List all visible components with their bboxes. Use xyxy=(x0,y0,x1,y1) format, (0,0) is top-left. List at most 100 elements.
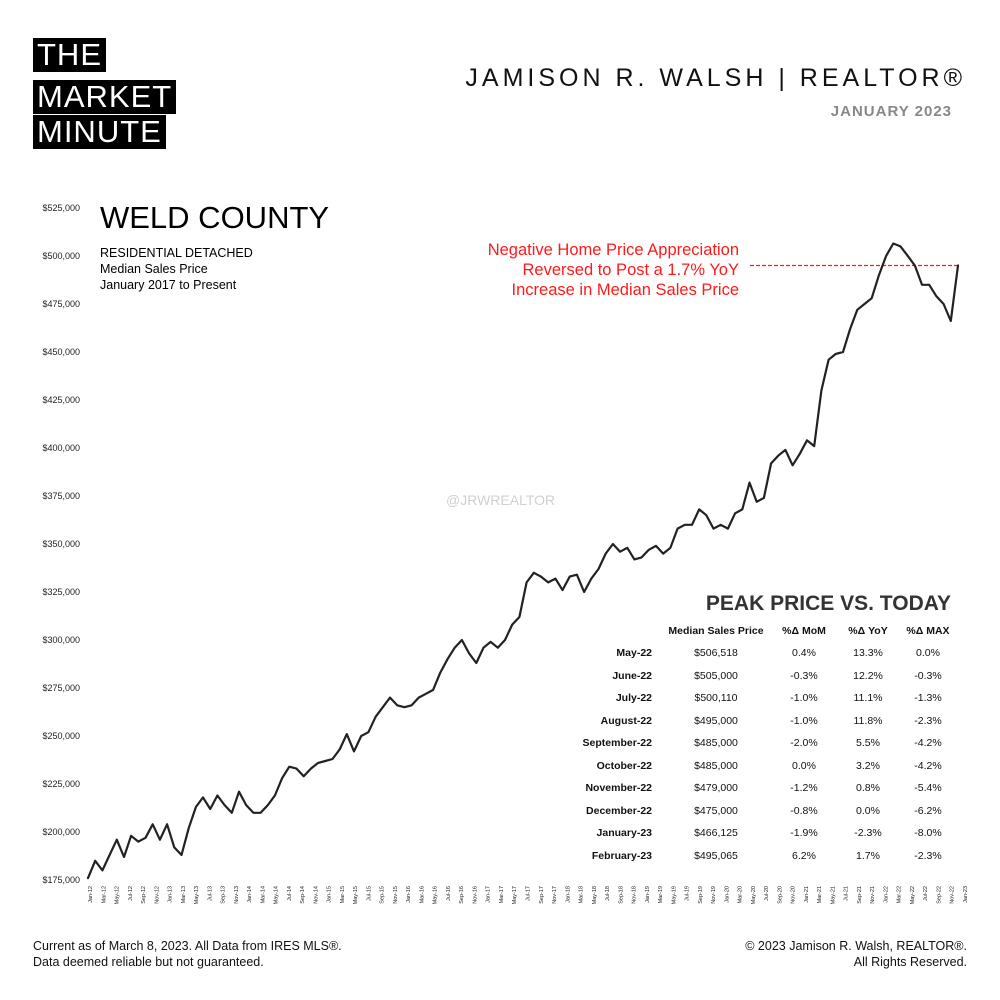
table-cell: $495,000 xyxy=(694,714,738,727)
annotation-line: Reversed to Post a 1.7% YoY xyxy=(522,261,739,279)
x-tick-label: Mar-14 xyxy=(260,886,266,903)
x-tick-label: Nov-22 xyxy=(950,886,956,904)
table-cell: -5.4% xyxy=(914,782,942,795)
table-cell: $485,000 xyxy=(694,759,738,772)
y-tick-label: $375,000 xyxy=(42,491,80,501)
x-tick-label: Jul-16 xyxy=(446,886,452,901)
table-cell: $495,065 xyxy=(694,849,738,862)
table-row: December-22 $475,000 -0.8% 0.0% -6.2% xyxy=(560,800,956,823)
row-month: June-22 xyxy=(612,669,652,682)
table-cell: $479,000 xyxy=(694,782,738,795)
footer-disclaimer: Current as of March 8, 2023. All Data fr… xyxy=(33,938,342,970)
x-tick-label: Sep-18 xyxy=(618,886,624,904)
chart-title: WELD COUNTY xyxy=(100,200,330,235)
table-cell: 3.2% xyxy=(856,759,880,772)
row-month: May-22 xyxy=(616,647,652,660)
y-tick-label: $250,000 xyxy=(42,731,80,741)
table-row: November-22 $479,000 -1.2% 0.8% -5.4% xyxy=(560,777,956,800)
y-tick-label: $475,000 xyxy=(42,299,80,309)
x-tick-label: Mar-19 xyxy=(658,886,664,903)
table-cell: 12.2% xyxy=(853,669,883,682)
table-row: January-23 $466,125 -1.9% -2.3% -8.0% xyxy=(560,822,956,845)
x-tick-label: Nov-15 xyxy=(393,886,399,904)
x-tick-label: May-17 xyxy=(512,886,518,904)
y-tick-label: $175,000 xyxy=(42,875,80,885)
x-tick-label: Jul-17 xyxy=(526,886,532,901)
x-tick-label: Sep-21 xyxy=(857,886,863,904)
row-month: October-22 xyxy=(596,759,652,772)
row-month: February-23 xyxy=(591,849,652,862)
y-tick-label: $325,000 xyxy=(42,587,80,597)
footer-line: © 2023 Jamison R. Walsh, REALTOR®. xyxy=(745,939,967,953)
table-cell: -1.2% xyxy=(790,782,818,795)
table-cell: -0.3% xyxy=(790,669,818,682)
row-month: January-23 xyxy=(596,827,652,840)
table-cell: 0.8% xyxy=(856,782,880,795)
table-cell: -2.3% xyxy=(914,849,942,862)
x-tick-label: Mar-18 xyxy=(579,886,585,903)
table-cell: $466,125 xyxy=(694,827,738,840)
y-tick-label: $525,000 xyxy=(42,203,80,213)
table-cell: 0.0% xyxy=(856,804,880,817)
x-tick-label: Nov-17 xyxy=(552,886,558,904)
table-cell: -1.9% xyxy=(790,827,818,840)
row-month: August-22 xyxy=(600,714,652,727)
x-tick-label: Jul-13 xyxy=(207,886,213,901)
table-cell: 13.3% xyxy=(853,647,883,660)
x-tick-label: May-20 xyxy=(751,886,757,904)
x-tick-label: May-22 xyxy=(910,886,916,904)
footer-line: All Rights Reserved. xyxy=(853,955,967,969)
x-tick-label: Sep-14 xyxy=(300,886,306,904)
column-header: Median Sales Price xyxy=(668,625,764,637)
footer-line: Current as of March 8, 2023. All Data fr… xyxy=(33,939,342,953)
table-row: February-23 $495,065 6.2% 1.7% -2.3% xyxy=(560,845,956,868)
table-cell: -8.0% xyxy=(914,827,942,840)
logo-line-the: THE xyxy=(33,38,106,72)
footer-line: Data deemed reliable but not guaranteed. xyxy=(33,955,264,969)
logo-line-minute: MINUTE xyxy=(33,115,166,149)
x-tick-label: Sep-17 xyxy=(539,886,545,904)
x-tick-label: Jan-17 xyxy=(486,886,492,903)
x-tick-label: Jan-18 xyxy=(565,886,571,903)
table-cell: 11.1% xyxy=(853,692,883,705)
x-tick-label: Jul-22 xyxy=(923,886,929,901)
table-row: August-22 $495,000 -1.0% 11.8% -2.3% xyxy=(560,710,956,733)
x-axis: Jan-12 Mar-12 May-12 Jul-12 Sep-12 Nov-12 Jan-… xyxy=(88,886,969,904)
table-cell: -2.3% xyxy=(854,827,882,840)
footer-copyright: © 2023 Jamison R. Walsh, REALTOR®. All R… xyxy=(745,938,967,970)
table-cell: $506,518 xyxy=(694,647,738,660)
x-tick-label: May-12 xyxy=(115,886,121,904)
table-header-row: Median Sales Price %Δ MoM %Δ YoY %Δ MAX xyxy=(560,620,956,642)
x-tick-label: Jan-15 xyxy=(327,886,333,903)
table-cell: -2.0% xyxy=(790,737,818,750)
logo-line-market: MARKET xyxy=(33,80,177,114)
table-row: September-22 $485,000 -2.0% 5.5% -4.2% xyxy=(560,732,956,755)
x-tick-label: May-13 xyxy=(194,886,200,904)
peak-price-table: Median Sales Price %Δ MoM %Δ YoY %Δ MAX … xyxy=(560,620,956,867)
x-tick-label: Nov-13 xyxy=(234,886,240,904)
table-body: May-22 $506,518 0.4% 13.3% 0.0% June-22 $505,0… xyxy=(560,642,956,867)
column-header: %Δ MAX xyxy=(906,625,950,637)
table-cell: $485,000 xyxy=(694,737,738,750)
x-tick-label: May-16 xyxy=(433,886,439,904)
x-tick-label: May-19 xyxy=(671,886,677,904)
peak-table-title: PEAK PRICE VS. TODAY xyxy=(705,592,951,615)
table-row: June-22 $505,000 -0.3% 12.2% -0.3% xyxy=(560,665,956,688)
x-tick-label: Mar-16 xyxy=(419,886,425,903)
y-tick-label: $450,000 xyxy=(42,347,80,357)
table-cell: -1.0% xyxy=(790,692,818,705)
annotation-line: Increase in Median Sales Price xyxy=(511,281,739,299)
table-cell: -4.2% xyxy=(914,759,942,772)
row-month: December-22 xyxy=(586,804,652,817)
y-tick-label: $500,000 xyxy=(42,251,80,261)
column-header: %Δ MoM xyxy=(782,625,826,637)
x-tick-label: Jul-21 xyxy=(844,886,850,901)
table-cell: 11.8% xyxy=(853,714,883,727)
chart-subtitle-line: RESIDENTIAL DETACHED xyxy=(100,246,253,260)
x-tick-label: Sep-12 xyxy=(141,886,147,904)
x-tick-label: Jul-12 xyxy=(128,886,134,901)
y-axis: $175,000 $200,000 $225,000 $250,000 $275,000… xyxy=(42,203,80,885)
x-tick-label: Jan-13 xyxy=(168,886,174,903)
x-tick-label: Jan-22 xyxy=(884,886,890,903)
